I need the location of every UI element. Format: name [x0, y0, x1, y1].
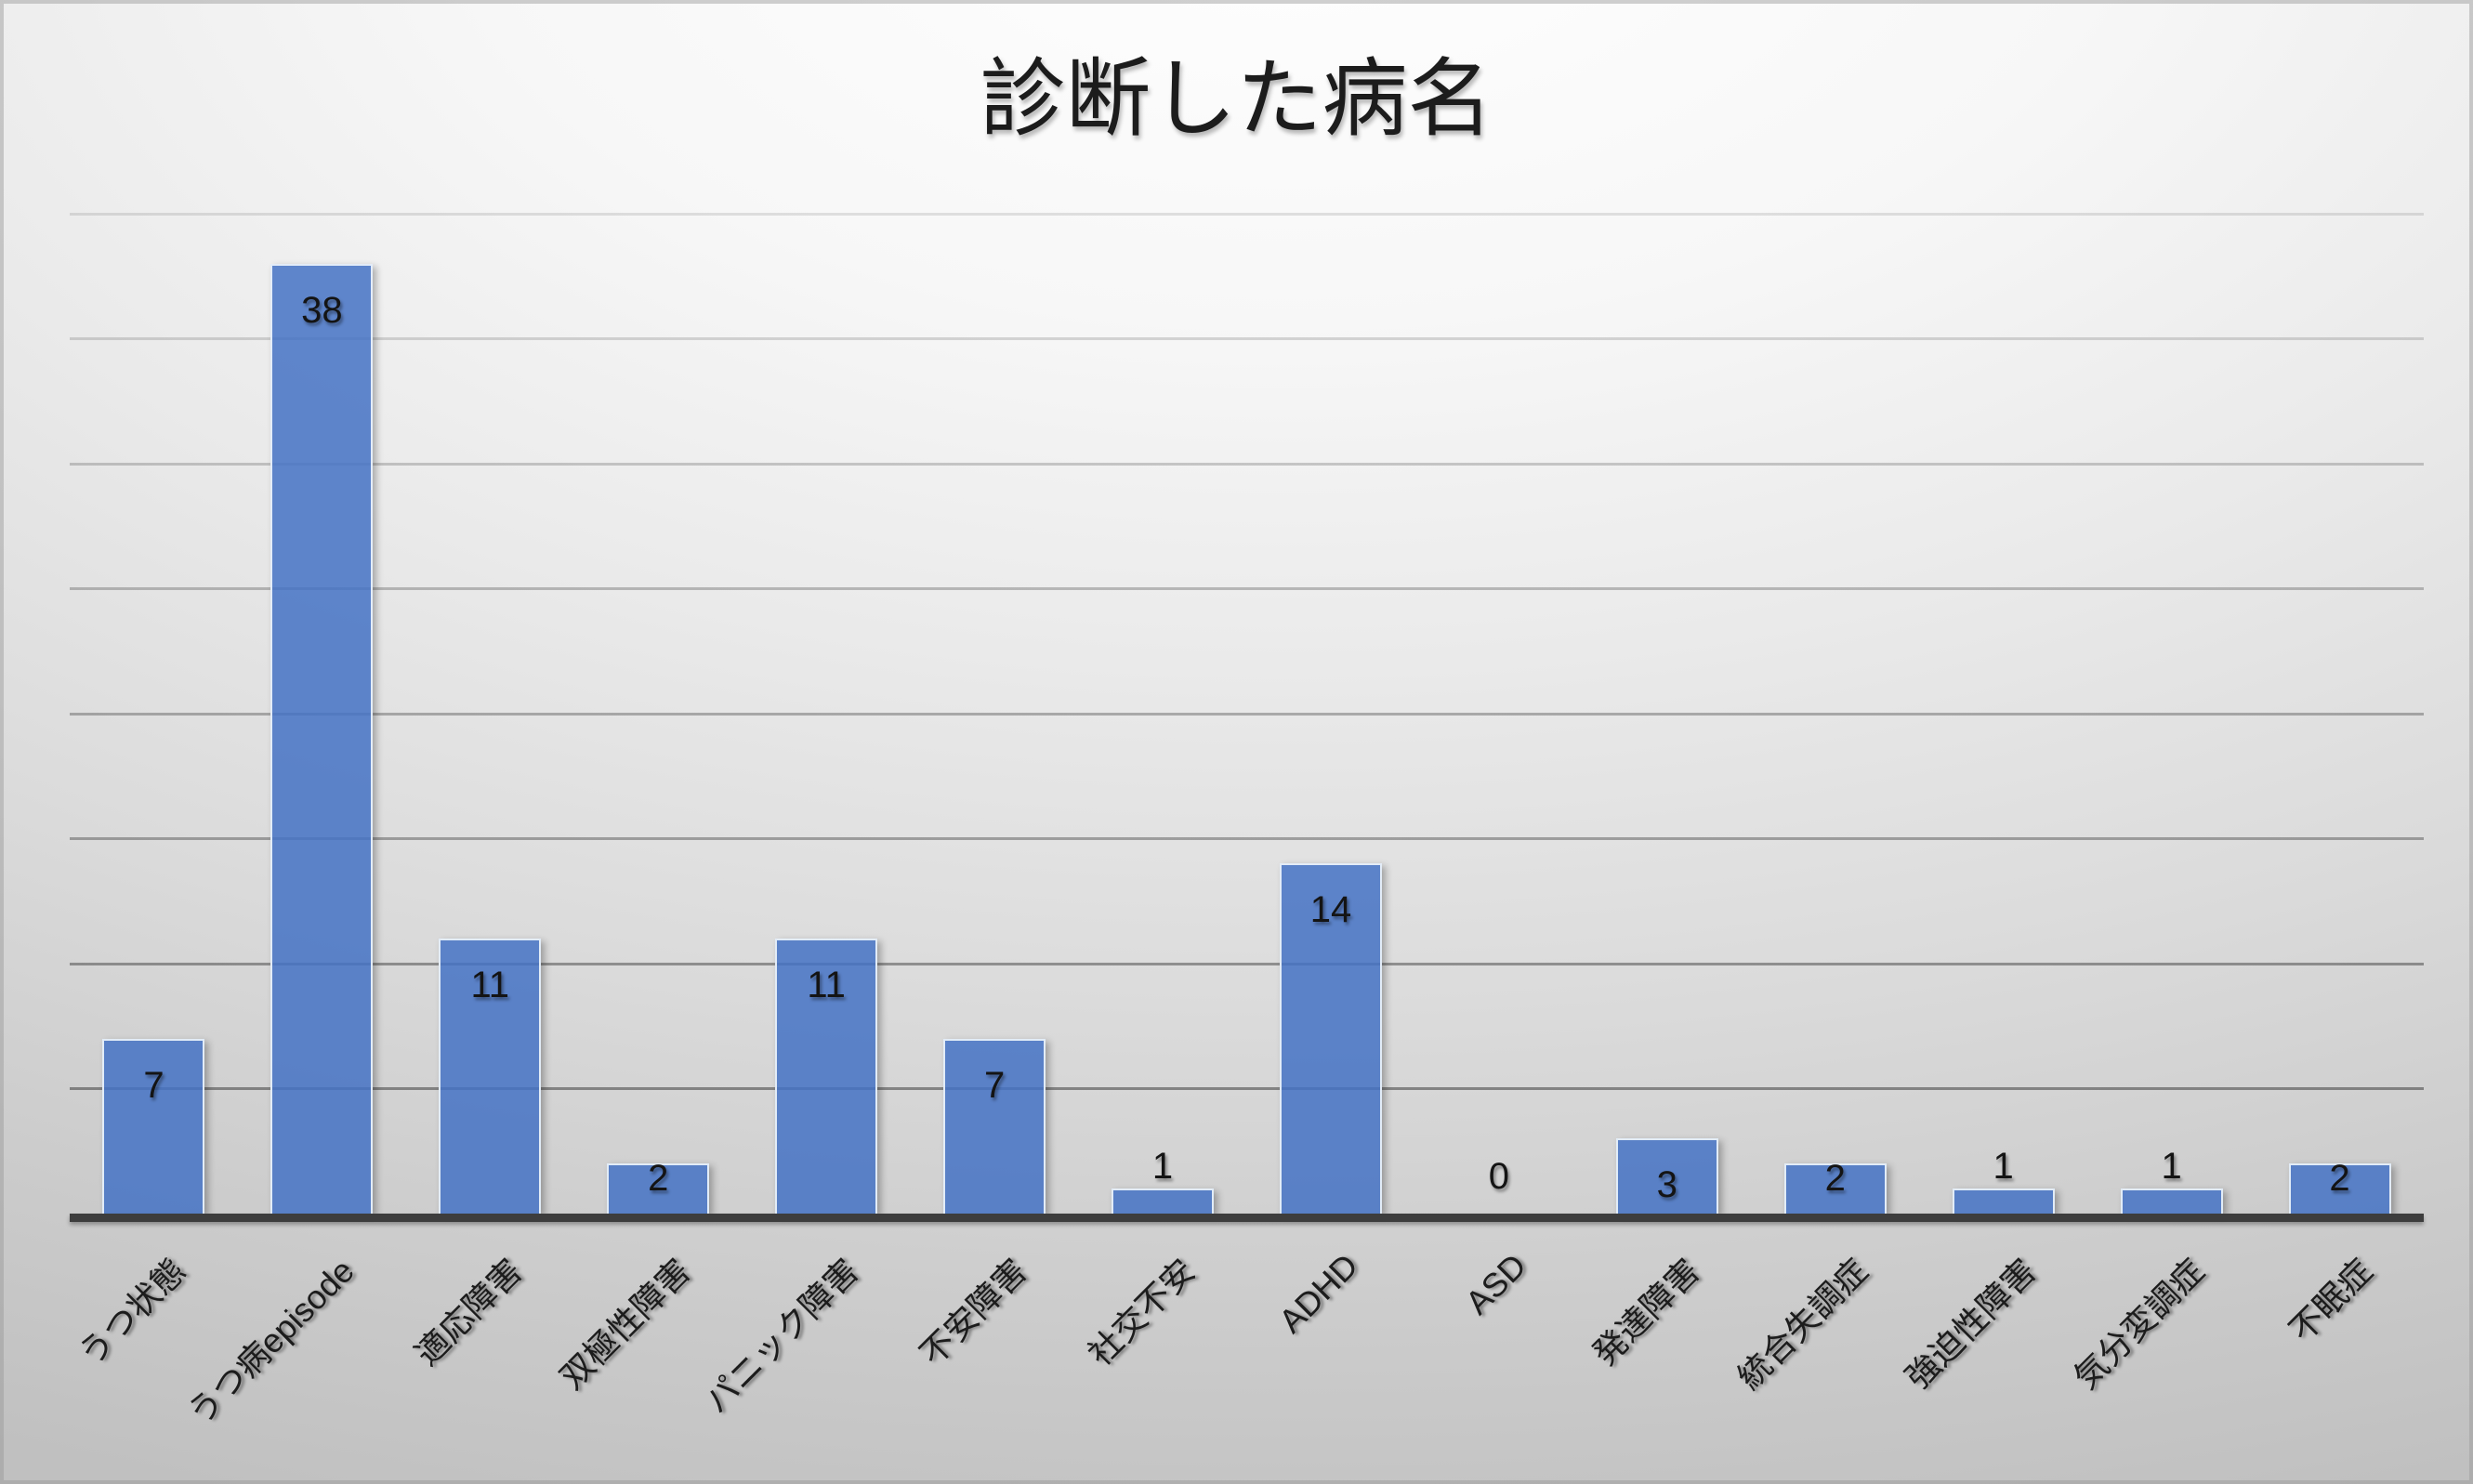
bar-value-label: 7 — [983, 1064, 1006, 1106]
gridline — [70, 337, 2424, 340]
bar-value-label: 2 — [648, 1158, 669, 1200]
bar-value-label: 1 — [1993, 1146, 2014, 1188]
bar-value-label: 0 — [1488, 1156, 1509, 1197]
category-label-text: 不眠症 — [2281, 1251, 2380, 1350]
gridline — [70, 837, 2424, 840]
category-label-text: ADHD — [1270, 1246, 1365, 1341]
bar-value-label: 11 — [470, 965, 510, 1006]
bar-10[interactable] — [1783, 1163, 1887, 1214]
category-label-text: 適応障害 — [408, 1251, 530, 1373]
category-label-text: パニック障害 — [697, 1251, 866, 1421]
bar-value-label: 1 — [2161, 1146, 2182, 1188]
bar-value-label: 1 — [1151, 1146, 1174, 1188]
gridline — [70, 212, 2424, 216]
category-label-text: 双極性障害 — [552, 1251, 698, 1397]
gridline — [70, 962, 2424, 965]
bar-13[interactable] — [2288, 1163, 2391, 1214]
category-label-text: 統合失調症 — [1730, 1251, 1875, 1397]
gridline — [70, 587, 2424, 590]
bar-3[interactable] — [607, 1163, 710, 1214]
bar-value-label: 38 — [301, 289, 343, 331]
category-label-text: うつ病episode — [180, 1251, 362, 1433]
category-label-text: 社交不安 — [1080, 1251, 1203, 1373]
bar-11[interactable] — [1952, 1189, 2055, 1214]
x-axis-line — [70, 1214, 2424, 1222]
category-label-text: ASD — [1457, 1246, 1533, 1322]
gridline — [70, 1087, 2424, 1090]
bar-0[interactable] — [102, 1038, 205, 1214]
bar-value-label: 14 — [1309, 889, 1352, 931]
bar-1[interactable] — [270, 263, 374, 1214]
category-label-text: 気分変調症 — [2065, 1251, 2212, 1397]
category-label-text: うつ状態 — [72, 1251, 194, 1373]
gridline — [70, 462, 2424, 466]
bar-5[interactable] — [943, 1038, 1046, 1214]
bar-7[interactable] — [1279, 863, 1382, 1214]
bar-value-label: 2 — [2329, 1158, 2350, 1200]
bar-value-label: 7 — [143, 1064, 164, 1106]
bar-value-label: 3 — [1656, 1164, 1677, 1206]
bar-2[interactable] — [439, 939, 542, 1214]
category-label-text: 強迫性障害 — [1898, 1251, 2044, 1397]
category-label-text: 不安障害 — [912, 1251, 1034, 1373]
bar-value-label: 11 — [807, 965, 846, 1006]
gridline — [70, 712, 2424, 716]
category-label-text: 発達障害 — [1585, 1251, 1707, 1373]
bar-value-label: 2 — [1824, 1158, 1846, 1200]
bar-4[interactable] — [775, 939, 878, 1214]
bar-6[interactable] — [1112, 1189, 1215, 1214]
bar-12[interactable] — [2120, 1189, 2223, 1214]
bar-9[interactable] — [1615, 1138, 1718, 1214]
chart-title: 診断した病名 — [980, 52, 1493, 147]
